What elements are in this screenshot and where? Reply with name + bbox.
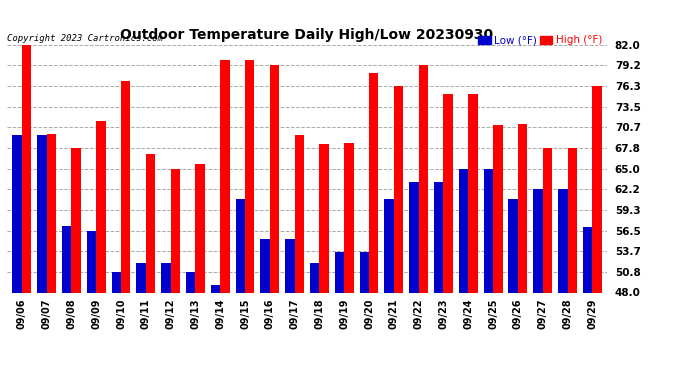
Bar	[112, 272, 121, 292]
Bar	[592, 87, 602, 292]
Bar	[310, 263, 319, 292]
Bar	[434, 182, 444, 292]
Text: Copyright 2023 Cartronics.com: Copyright 2023 Cartronics.com	[7, 33, 163, 42]
Bar	[211, 285, 220, 292]
Bar	[409, 182, 419, 292]
Bar	[245, 60, 255, 292]
Bar	[567, 148, 577, 292]
Bar	[444, 94, 453, 292]
Bar	[260, 238, 270, 292]
Bar	[121, 81, 130, 292]
Bar	[235, 200, 245, 292]
Bar	[87, 231, 96, 292]
Bar	[335, 252, 344, 292]
Bar	[533, 189, 543, 292]
Bar	[161, 263, 170, 292]
Bar	[96, 121, 106, 292]
Bar	[419, 65, 428, 292]
Bar	[285, 238, 295, 292]
Bar	[295, 135, 304, 292]
Bar	[369, 73, 379, 292]
Bar	[469, 94, 477, 292]
Bar	[394, 87, 403, 292]
Bar	[22, 45, 31, 292]
Bar	[558, 189, 567, 292]
Bar	[195, 164, 205, 292]
Bar	[384, 200, 394, 292]
Bar	[359, 252, 369, 292]
Bar	[583, 227, 592, 292]
Bar	[518, 124, 527, 292]
Bar	[71, 148, 81, 292]
Bar	[509, 200, 518, 292]
Bar	[344, 142, 354, 292]
Bar	[543, 148, 552, 292]
Bar	[47, 134, 56, 292]
Bar	[484, 169, 493, 292]
Bar	[493, 125, 502, 292]
Bar	[270, 65, 279, 292]
Bar	[220, 60, 230, 292]
Bar	[137, 263, 146, 292]
Bar	[62, 225, 71, 292]
Title: Outdoor Temperature Daily High/Low 20230930: Outdoor Temperature Daily High/Low 20230…	[121, 28, 493, 42]
Bar	[459, 169, 469, 292]
Legend: Low (°F), High (°F): Low (°F), High (°F)	[478, 35, 602, 45]
Bar	[12, 135, 22, 292]
Bar	[37, 135, 47, 292]
Bar	[319, 144, 329, 292]
Bar	[146, 154, 155, 292]
Bar	[170, 169, 180, 292]
Bar	[186, 272, 195, 292]
